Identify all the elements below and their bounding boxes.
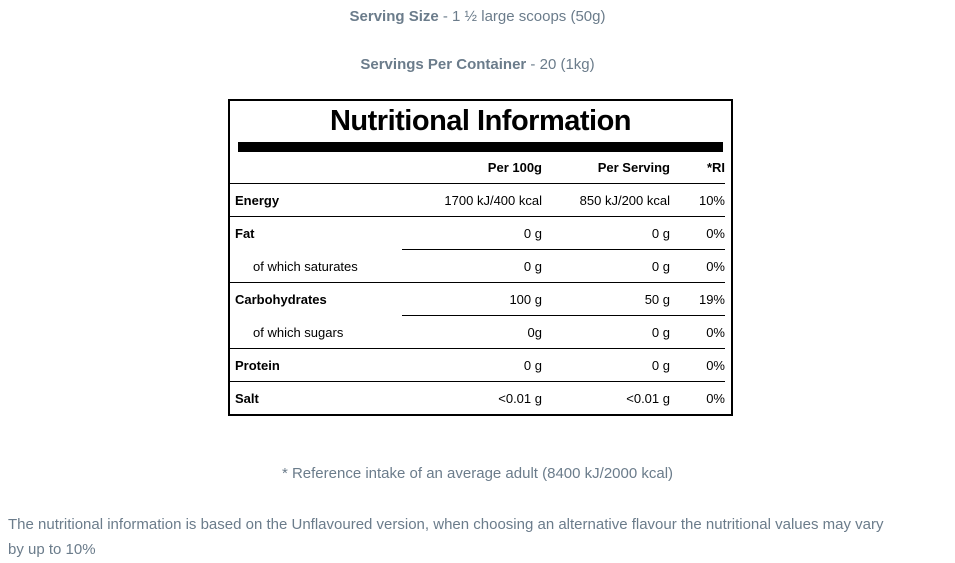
header-divider	[230, 183, 725, 184]
ri-value: 0%	[706, 225, 725, 241]
header-per-100g: Per 100g	[487, 160, 542, 175]
per-100g-value: 0 g	[523, 225, 542, 241]
serving-size-value: - 1 ½ large scoops (50g)	[438, 8, 606, 25]
per-serving-value: 0 g	[651, 357, 670, 373]
row-divider	[230, 348, 725, 349]
serving-size-label: Serving Size	[349, 8, 439, 25]
serving-size-line: Serving Size - 1 ½ large scoops (50g)	[0, 8, 955, 26]
row-divider	[230, 216, 725, 217]
nutrition-row: Carbohydrates 100 g 50 g 19%	[230, 283, 731, 315]
per-100g-value: 100 g	[509, 291, 542, 307]
row-divider	[230, 381, 725, 382]
nutrient-label: Energy	[235, 192, 280, 208]
per-serving-value: 850 kJ/200 kcal	[579, 192, 670, 208]
nutrient-label: Protein	[235, 357, 280, 373]
disclaimer-line-1: The nutritional information is based on …	[8, 516, 884, 533]
ri-value: 0%	[706, 390, 725, 406]
nutrient-label: of which saturates	[253, 258, 358, 274]
reference-intake-footnote: * Reference intake of an average adult (…	[281, 465, 674, 482]
row-divider	[402, 249, 725, 250]
nutrient-label: Fat	[235, 225, 255, 241]
ri-value: 19%	[698, 291, 725, 307]
nutrition-section: Serving Size - 1 ½ large scoops (50g) Se…	[0, 8, 955, 562]
table-title: Nutritional Information	[329, 105, 632, 137]
nutrient-label: Carbohydrates	[235, 291, 327, 307]
nutrition-row: Protein 0 g 0 g 0%	[230, 349, 731, 381]
servings-per-container-value: - 20 (1kg)	[526, 56, 595, 73]
per-100g-value: 0 g	[523, 357, 542, 373]
row-divider	[402, 315, 725, 316]
table-header-row: Per 100g Per Serving *RI	[230, 152, 731, 183]
nutrient-label: Salt	[235, 390, 259, 406]
ri-value: 0%	[706, 324, 725, 340]
nutrient-label: of which sugars	[253, 324, 344, 340]
header-ri: *RI	[706, 160, 725, 175]
nutrition-row: of which saturates 0 g 0 g 0%	[230, 250, 731, 282]
disclaimer-line-2: by up to 10%	[8, 541, 96, 558]
nutrition-row: Salt <0.01 g <0.01 g 0%	[230, 382, 731, 414]
header-per-serving: Per Serving	[597, 160, 670, 175]
per-serving-value: 50 g	[644, 291, 670, 307]
per-serving-value: 0 g	[651, 324, 670, 340]
nutrition-row: Energy 1700 kJ/400 kcal 850 kJ/200 kcal 10%	[230, 184, 731, 216]
servings-per-container-label: Servings Per Container	[360, 56, 527, 73]
per-100g-value: 1700 kJ/400 kcal	[444, 192, 542, 208]
flavour-disclaimer: The nutritional information is based on …	[0, 512, 955, 562]
table-rows: Energy 1700 kJ/400 kcal 850 kJ/200 kcal 10%…	[230, 184, 731, 414]
per-serving-value: <0.01 g	[626, 390, 670, 406]
per-100g-value: 0g	[527, 324, 542, 340]
per-100g-value: 0 g	[523, 258, 542, 274]
servings-per-container-line: Servings Per Container - 20 (1kg)	[0, 56, 955, 74]
ri-value: 0%	[706, 258, 725, 274]
ri-value: 0%	[706, 357, 725, 373]
nutrition-row: Fat 0 g 0 g 0%	[230, 217, 731, 249]
row-divider	[230, 282, 725, 283]
per-100g-value: <0.01 g	[498, 390, 542, 406]
per-serving-value: 0 g	[651, 258, 670, 274]
nutritional-information-table: Nutritional Information Per 100g Per Ser…	[228, 99, 733, 416]
divider-bar	[238, 142, 723, 152]
nutrition-row: of which sugars 0g 0 g 0%	[230, 316, 731, 348]
ri-value: 10%	[698, 192, 725, 208]
per-serving-value: 0 g	[651, 225, 670, 241]
